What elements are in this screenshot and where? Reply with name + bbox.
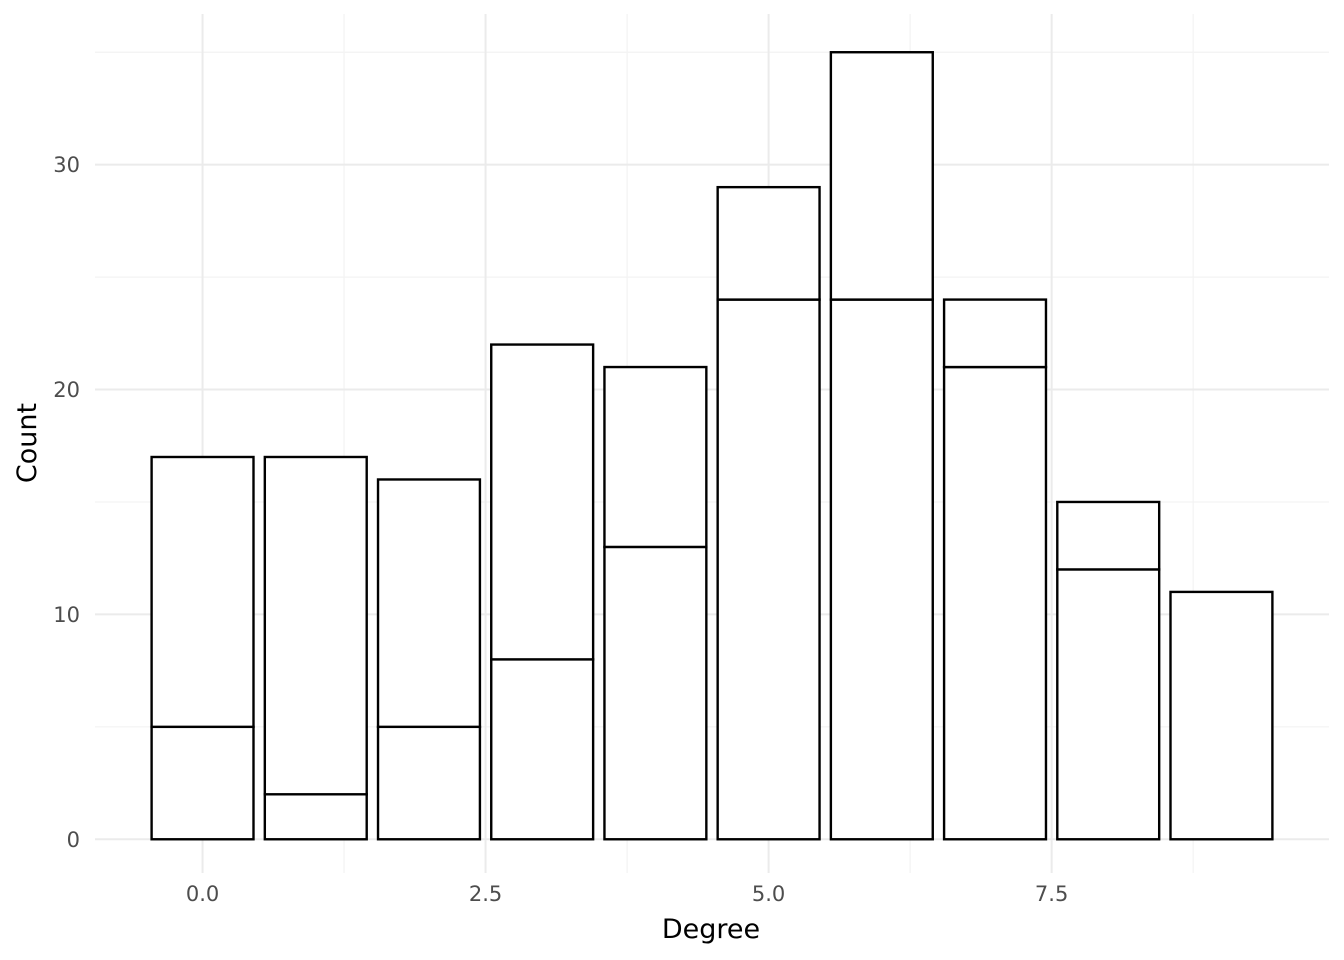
bar-group (1056, 500, 1161, 841)
x-tick-label: 0.0 (186, 882, 219, 906)
y-axis-title: Count (12, 403, 43, 483)
bar-segment-upper (829, 51, 934, 301)
bar-segment-lower (942, 365, 1048, 841)
bar-segment-upper (376, 478, 482, 729)
bar-segment-lower (603, 545, 708, 841)
bar-segment-upper (263, 455, 368, 796)
bar-group (376, 478, 482, 841)
y-tick-label: 10 (53, 603, 80, 627)
y-tick-label: 0 (67, 828, 80, 852)
bar-segment-upper (150, 455, 255, 729)
bar-segment-lower (263, 793, 368, 841)
y-tick-label: 20 (53, 378, 80, 402)
bar-group (829, 51, 934, 841)
bar-segment-upper (1056, 500, 1161, 571)
x-tick-label: 2.5 (469, 882, 502, 906)
bar-segment-lower (150, 725, 255, 841)
bar-group (490, 343, 595, 841)
x-axis-title: Degree (662, 914, 760, 945)
bar-group (716, 185, 821, 841)
bar-segment-upper (603, 365, 708, 549)
bar-segment-upper (490, 343, 595, 661)
bar-group (263, 455, 368, 841)
bar-group (150, 455, 255, 841)
bar-segment-upper (942, 298, 1048, 369)
bar-segment-lower (829, 298, 934, 841)
bar-segment-lower (1169, 590, 1274, 841)
bar-segment-lower (490, 658, 595, 841)
bar-segment-lower (716, 298, 821, 841)
bar-segment-upper (716, 185, 821, 301)
bar-group (603, 365, 708, 841)
bar-group (942, 298, 1048, 841)
bar-segment-lower (376, 725, 482, 841)
x-tick-label: 7.5 (1035, 882, 1068, 906)
bars (150, 51, 1274, 841)
bar-group (1169, 590, 1274, 841)
tick-labels: 0.0 2.5 5.0 7.5 0 10 20 30 (53, 153, 1068, 906)
y-tick-label: 30 (53, 153, 80, 177)
bar-segment-lower (1056, 568, 1161, 841)
x-tick-label: 5.0 (752, 882, 785, 906)
